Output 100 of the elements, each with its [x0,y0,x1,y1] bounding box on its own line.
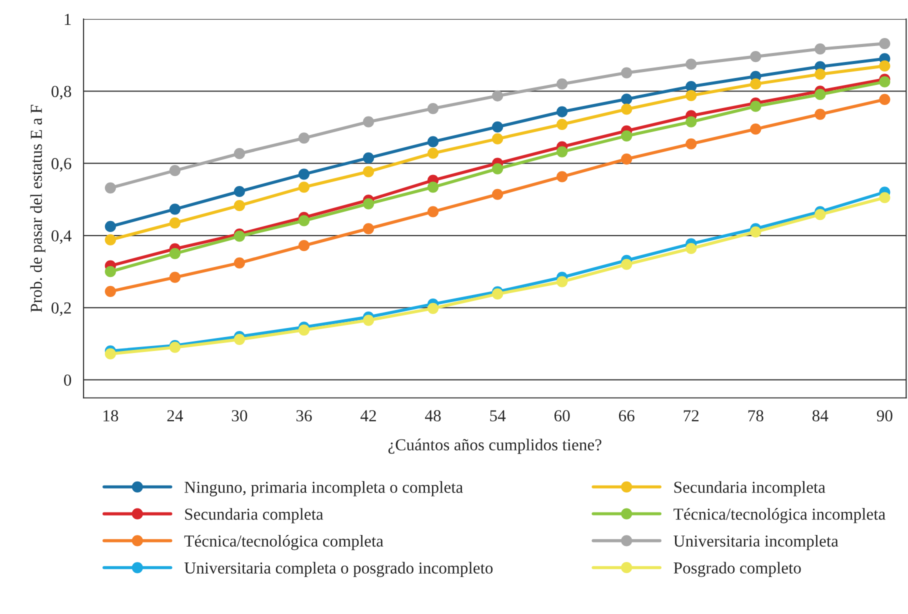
point [686,90,697,102]
point [298,215,310,226]
point [104,220,116,232]
x-tick-label: 42 [360,410,376,422]
point [234,186,246,198]
point [879,192,890,204]
point [104,266,116,278]
point [492,188,504,200]
x-axis-title: ¿Cuántos años cumplidos tiene? [388,438,602,454]
point [879,60,890,72]
point [427,302,439,314]
y-tick-label: 0,2 [52,302,71,316]
x-tick-label: 84 [812,410,828,422]
point [492,163,504,174]
y-tick-label: 0,4 [52,230,72,244]
legend-label: Secundaria completa [185,508,324,524]
point [298,182,310,193]
point [814,108,826,120]
legend-label: Ninguno, primaria incompleta o completa [184,481,463,496]
point [879,76,890,88]
legend-label: Posgrado completo [674,562,801,578]
point [362,314,374,326]
x-tick-label: 36 [296,410,312,422]
point [814,88,826,100]
point [427,206,439,218]
point [556,171,568,182]
point [556,78,568,90]
point [814,209,826,220]
legend-label: Técnica/tecnológica incompleta [674,508,886,524]
x-tick-label: 24 [167,410,184,422]
point [427,148,439,159]
point [621,153,632,165]
point [169,217,180,228]
point [169,248,180,260]
point [492,133,504,144]
point [362,223,374,234]
point [556,118,568,130]
x-tick-label: 66 [618,410,634,422]
legend-label: Técnica/tecnológica completa [184,534,384,550]
point [750,100,762,112]
point [427,182,439,193]
legend-label: Secundaria incompleta [674,481,826,496]
x-tick-label: 90 [876,410,892,422]
point [750,226,762,238]
x-tick-label: 18 [104,410,118,422]
point [427,102,439,114]
x-tick-label: 30 [232,410,248,422]
point [104,182,116,194]
legend-label: Universitaria completa o posgrado incompleto [184,562,493,578]
point [362,198,374,210]
y-tick-label: 1 [64,14,71,25]
point [362,152,374,164]
point [879,38,890,50]
point [362,116,374,128]
point [686,242,697,254]
x-tick-label: 60 [554,410,570,422]
point [234,148,246,160]
x-tick-label: 78 [748,410,764,422]
point [169,204,180,215]
point [298,324,310,336]
x-tick-label: 48 [425,410,441,422]
y-tick-label: 0 [64,374,72,386]
point [621,258,632,270]
point [104,348,116,360]
point [298,132,310,144]
y-tick-label: 0,8 [52,86,72,100]
point [492,90,504,102]
point [686,116,697,128]
point [879,94,890,106]
point [298,240,310,252]
point [362,166,374,178]
point [686,58,697,70]
point [234,257,246,268]
point [169,272,180,283]
point [234,334,246,345]
y-axis-title: Prob. de pasar del estatus E a F [30,104,46,312]
point [298,168,310,180]
point [814,43,826,55]
x-tick-label: 54 [490,410,506,422]
point [556,146,568,158]
point [621,104,632,115]
point [556,276,568,288]
point [104,234,116,246]
point [427,136,439,148]
point [104,286,116,297]
point [750,51,762,62]
point [556,106,568,118]
point [492,121,504,132]
point [750,124,762,135]
point [169,165,180,176]
legend-label: Universitaria incompleta [674,534,838,550]
point [621,67,632,78]
x-tick-label: 72 [684,410,699,422]
point [492,288,504,300]
point [750,78,762,90]
point [621,94,632,105]
y-tick-label: 0,6 [52,158,72,172]
point [686,138,697,150]
point [814,68,826,80]
point [621,130,632,142]
